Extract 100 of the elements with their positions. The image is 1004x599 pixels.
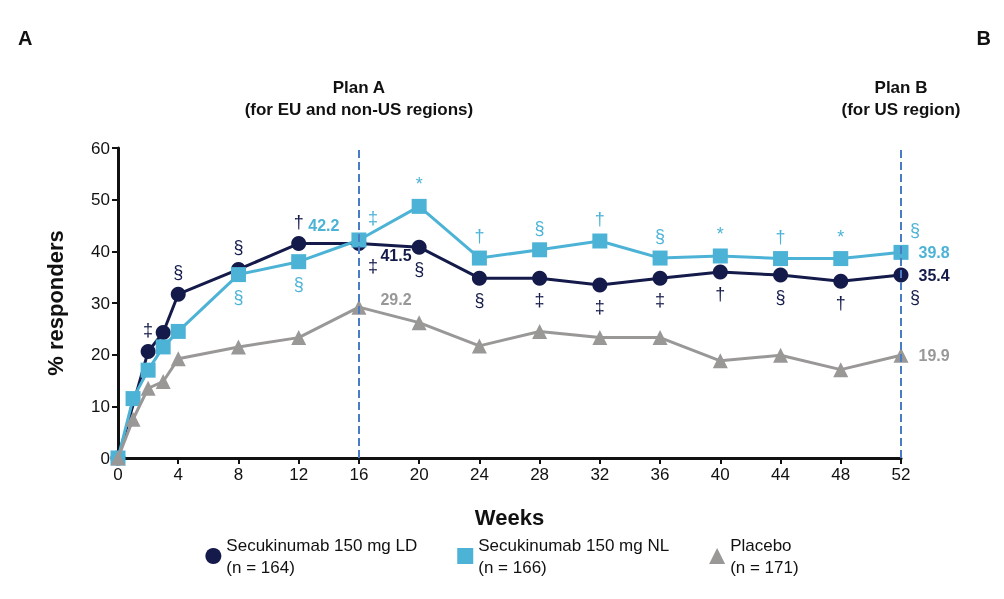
point bbox=[291, 236, 307, 252]
annotation: § bbox=[655, 226, 666, 247]
point bbox=[351, 232, 367, 248]
x-tick-label: 8 bbox=[233, 465, 244, 484]
annotation: § bbox=[293, 273, 304, 294]
annotation: § bbox=[534, 217, 545, 238]
point bbox=[230, 267, 246, 283]
data-label: 39.8 bbox=[918, 243, 950, 261]
x-tick-label: 4 bbox=[173, 465, 183, 484]
x-tick-label: 48 bbox=[831, 465, 851, 484]
data-label: 19.9 bbox=[918, 346, 950, 364]
data-label: 29.2 bbox=[380, 290, 412, 308]
point bbox=[170, 323, 186, 339]
point bbox=[140, 380, 156, 396]
x-axis-title: Weeks bbox=[474, 504, 545, 530]
point bbox=[712, 248, 728, 264]
ref-line-label: Plan B (for US region) bbox=[841, 77, 961, 119]
annotation: § bbox=[909, 220, 921, 241]
annotation: † bbox=[474, 226, 485, 247]
point bbox=[170, 351, 186, 367]
point bbox=[155, 374, 171, 390]
data-label: 41.5 bbox=[380, 247, 412, 265]
y-tick-label: 20 bbox=[91, 345, 110, 365]
annotation: § bbox=[474, 290, 485, 311]
point bbox=[155, 339, 171, 355]
x-tick-label: 52 bbox=[891, 465, 911, 484]
point bbox=[170, 286, 186, 302]
x-tick-label: 12 bbox=[289, 465, 309, 484]
annotation: † bbox=[715, 284, 726, 304]
point bbox=[592, 277, 608, 293]
annotation: § bbox=[775, 287, 786, 308]
annotation: § bbox=[233, 286, 244, 307]
y-tick-label: 40 bbox=[91, 241, 110, 261]
x-tick-label: 0 bbox=[113, 465, 123, 484]
legend-label: Secukinumab 150 mg LD (n = 164) bbox=[226, 535, 418, 577]
point bbox=[411, 239, 427, 255]
text: A bbox=[18, 27, 33, 49]
annotation: † bbox=[775, 226, 786, 247]
point bbox=[833, 251, 849, 267]
ref-line-label: Plan A (for EU and non-US regions) bbox=[244, 77, 474, 119]
x-tick-label: 40 bbox=[710, 465, 730, 484]
y-tick-label: 10 bbox=[91, 396, 110, 416]
legend-label: Secukinumab 150 mg NL (n = 166) bbox=[478, 535, 670, 577]
point bbox=[712, 264, 728, 280]
point bbox=[532, 242, 548, 258]
annotation: § bbox=[233, 237, 244, 258]
annotation: § bbox=[173, 262, 184, 283]
point bbox=[652, 330, 668, 346]
point bbox=[652, 270, 668, 286]
point bbox=[471, 270, 487, 286]
annotation: † bbox=[293, 211, 304, 232]
data-label: 42.2 bbox=[308, 217, 340, 235]
point bbox=[140, 344, 156, 360]
point bbox=[532, 323, 548, 339]
y-tick-label: 50 bbox=[91, 190, 110, 210]
point bbox=[411, 198, 427, 214]
point bbox=[592, 233, 608, 249]
point bbox=[833, 273, 849, 289]
legend-label: Placebo (n = 171) bbox=[730, 535, 799, 577]
point bbox=[125, 391, 141, 407]
annotation: † bbox=[835, 293, 846, 314]
point bbox=[291, 330, 307, 346]
annotation: § bbox=[414, 259, 425, 280]
y-tick-label: 60 bbox=[91, 138, 110, 158]
x-tick-label: 36 bbox=[650, 465, 670, 484]
annotation: * bbox=[415, 174, 423, 195]
point bbox=[712, 353, 728, 369]
annotation: ‡ bbox=[534, 290, 545, 311]
annotation: ‡ bbox=[367, 255, 378, 276]
point bbox=[532, 270, 548, 286]
annotation: ‡ bbox=[367, 207, 378, 228]
y-tick-label: 30 bbox=[91, 293, 110, 313]
point bbox=[833, 362, 849, 378]
point bbox=[140, 362, 156, 378]
point bbox=[125, 411, 141, 427]
text: B bbox=[976, 27, 992, 49]
point bbox=[155, 324, 171, 340]
x-tick-label: 32 bbox=[590, 465, 610, 484]
x-tick-label: 24 bbox=[469, 465, 489, 484]
annotation: * bbox=[837, 226, 845, 247]
point bbox=[471, 250, 487, 266]
point bbox=[471, 338, 487, 354]
x-tick-label: 44 bbox=[771, 465, 790, 484]
x-tick-label: 16 bbox=[349, 465, 369, 484]
annotation: § bbox=[909, 287, 921, 308]
annotation: * bbox=[716, 223, 724, 244]
point bbox=[652, 250, 668, 266]
point bbox=[411, 315, 427, 331]
point bbox=[773, 347, 789, 363]
y-axis-title: % responders bbox=[42, 230, 68, 376]
point bbox=[893, 244, 909, 260]
x-tick-label: 28 bbox=[530, 465, 550, 484]
point bbox=[773, 267, 789, 283]
y-tick-label: 0 bbox=[100, 448, 110, 468]
point bbox=[592, 330, 608, 346]
annotation: † bbox=[594, 209, 605, 229]
annotation: ‡ bbox=[143, 319, 154, 340]
point bbox=[230, 339, 246, 355]
x-tick-label: 20 bbox=[409, 465, 429, 484]
point bbox=[291, 254, 307, 270]
